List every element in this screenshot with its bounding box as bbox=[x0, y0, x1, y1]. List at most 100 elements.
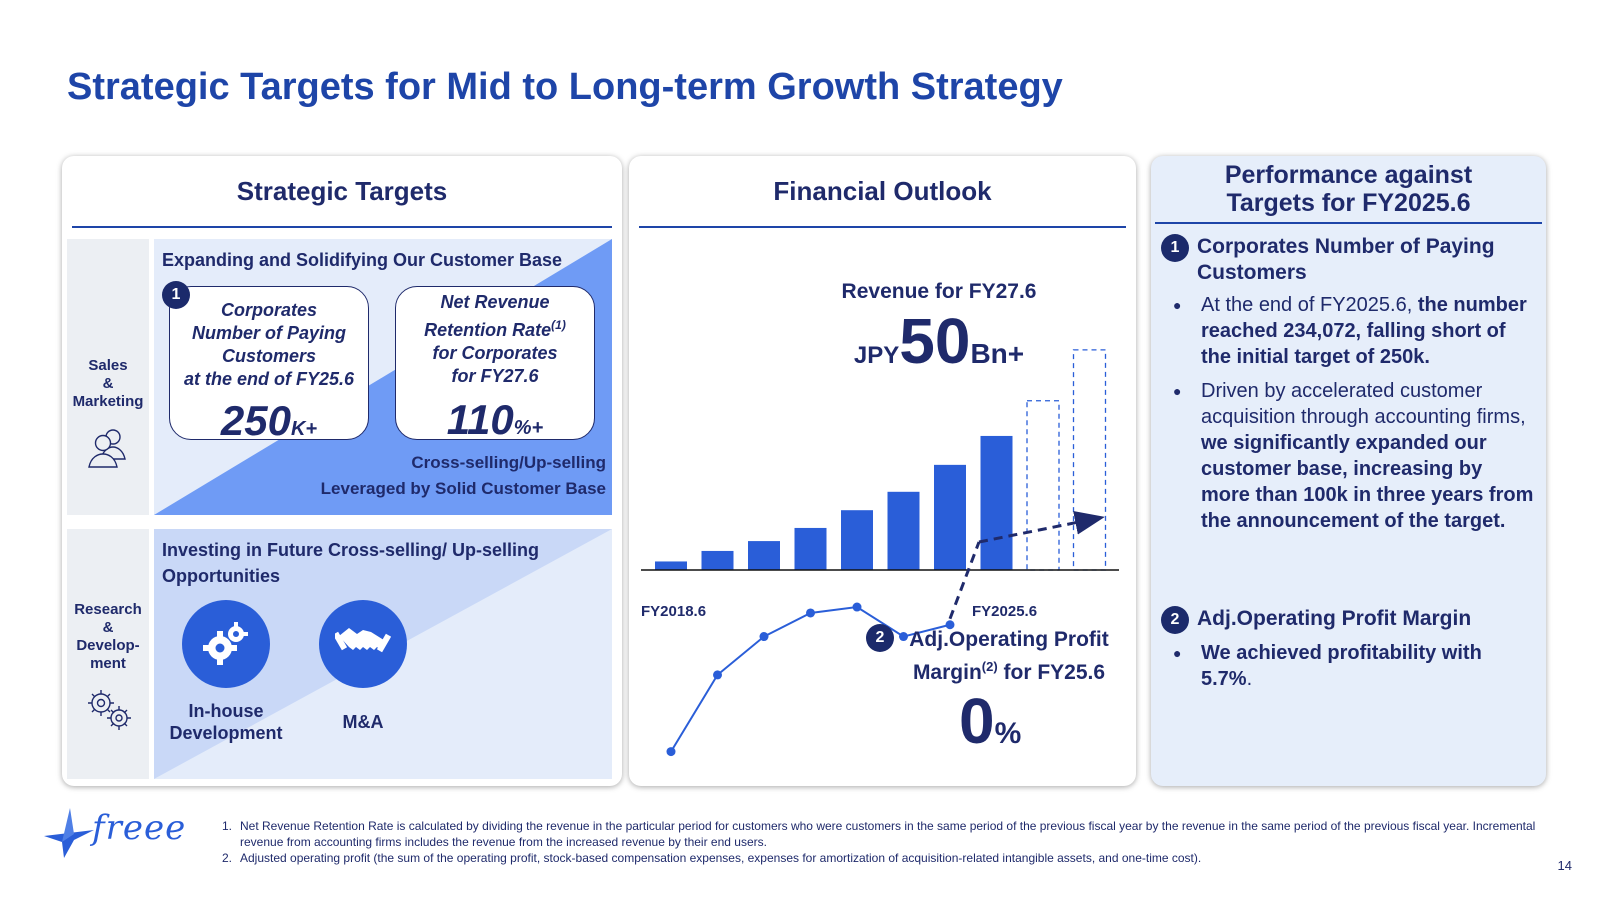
footnote-ref: (2) bbox=[981, 659, 998, 674]
kpi-text-line: Retention Rate bbox=[424, 320, 552, 340]
cross-sell-line: Cross-selling/Up-selling bbox=[411, 453, 606, 472]
kpi-text-line: for FY27.6 bbox=[451, 366, 539, 386]
projected-revenue-bar bbox=[1072, 349, 1107, 571]
bullet-bold-text: We achieved profitability with 5.7% bbox=[1201, 642, 1482, 690]
number-badge: 1 bbox=[162, 281, 190, 309]
rnd-label-line: Research bbox=[74, 601, 142, 618]
kpi-text-line: Number of Paying bbox=[191, 323, 347, 343]
inhouse-label-line: Development bbox=[169, 723, 283, 743]
kpi-value: 250 bbox=[220, 397, 291, 444]
sales-label-line: & bbox=[102, 375, 114, 392]
sales-heading: Expanding and Solidifying Our Customer B… bbox=[162, 250, 563, 270]
kpi-text-line: Corporates bbox=[220, 300, 318, 320]
performance-header-line: Performance against bbox=[1224, 161, 1473, 189]
sales-marketing-area: Expanding and Solidifying Our Customer B… bbox=[154, 239, 612, 515]
cross-sell-line: Leveraged by Solid Customer Base bbox=[320, 479, 606, 498]
ma-label: M&A bbox=[342, 712, 384, 732]
bullet-text: . bbox=[1246, 668, 1253, 690]
financial-outlook-panel: Financial Outlook Revenue for FY27.6 JPY… bbox=[629, 156, 1136, 786]
logo-text: freee bbox=[92, 808, 187, 848]
number-badge: 2 bbox=[866, 624, 894, 652]
page-number: 14 bbox=[1557, 858, 1572, 873]
revenue-bar bbox=[655, 561, 687, 570]
chart-start-label: FY2018.6 bbox=[641, 603, 707, 620]
number-badge: 1 bbox=[1161, 234, 1189, 262]
strategic-targets-header: Strategic Targets bbox=[72, 156, 612, 228]
section-title: Adj.Operating Profit Margin bbox=[1197, 607, 1472, 630]
chart-end-label: FY2025.6 bbox=[972, 603, 1038, 620]
performance-panel: Performance against Targets for FY2025.6… bbox=[1151, 156, 1546, 786]
bird-icon bbox=[44, 808, 94, 858]
performance-section-customers: 1 Corporates Number of Paying Customers … bbox=[1161, 234, 1536, 542]
sales-marketing-label: Sales & Marketing bbox=[67, 239, 149, 515]
bullet-bold-text: the number reached 234,072, falling shor… bbox=[1201, 294, 1527, 368]
performance-header: Performance against Targets for FY2025.6 bbox=[1155, 156, 1542, 224]
list-item: At the end of FY2025.6, the number reach… bbox=[1161, 292, 1536, 370]
rnd-label-line: Develop- bbox=[76, 637, 140, 654]
rnd-heading-line: Opportunities bbox=[162, 566, 280, 586]
gear-icon bbox=[203, 622, 248, 665]
projection-arrow bbox=[978, 510, 1105, 544]
gears-icon bbox=[88, 690, 131, 730]
list-item: We achieved profitability with 5.7%. bbox=[1161, 640, 1536, 692]
margin-label-text: Margin bbox=[912, 661, 982, 684]
inhouse-development-label: In-house Development bbox=[164, 700, 288, 744]
footnotes: 1. Net Revenue Retention Rate is calculat… bbox=[222, 818, 1552, 866]
kpi-text-line: Net Revenue bbox=[440, 292, 550, 312]
strategic-targets-panel: Strategic Targets Sales & Marketing Expa… bbox=[62, 156, 622, 786]
footnote-number: 1. bbox=[222, 819, 233, 833]
revenue-prefix: JPY bbox=[853, 342, 900, 369]
cross-sell-caption: Cross-selling/Up-selling Leveraged by So… bbox=[321, 450, 606, 502]
kpi-text-line: Customers bbox=[221, 346, 317, 366]
bullet-text: Driven by accelerated customer acquisiti… bbox=[1201, 380, 1526, 428]
revenue-value: 50 bbox=[899, 305, 971, 377]
merger-acquisition-icon bbox=[319, 600, 407, 688]
research-development-area: Investing in Future Cross-selling/ Up-se… bbox=[154, 529, 612, 779]
margin-value: 0 bbox=[959, 685, 995, 757]
footnote: 2. Adjusted operating profit (the sum of … bbox=[222, 850, 1552, 866]
number-badge: 2 bbox=[1161, 606, 1189, 634]
footnote-text: Adjusted operating profit (the sum of th… bbox=[240, 851, 1202, 865]
people-icon bbox=[88, 429, 126, 468]
kpi-text-line: at the end of FY25.6 bbox=[183, 369, 355, 389]
bullet-text: At the end of FY2025.6, bbox=[1201, 294, 1418, 316]
inhouse-development-icon bbox=[182, 600, 270, 688]
sales-label-line: Marketing bbox=[72, 393, 144, 410]
performance-section-margin: 2 Adj.Operating Profit Margin We achieve… bbox=[1161, 606, 1536, 700]
footnote-ref: (1) bbox=[551, 318, 566, 332]
sales-label-line: Sales bbox=[88, 357, 128, 374]
revenue-bar bbox=[701, 550, 734, 570]
revenue-bar bbox=[934, 464, 966, 570]
projected-revenue-bar bbox=[1026, 400, 1060, 571]
kpi-net-revenue-retention: Net Revenue Retention Rate(1) for Corpor… bbox=[395, 286, 595, 443]
margin-label-line: Adj.Operating Profit bbox=[909, 628, 1109, 651]
list-item: Driven by accelerated customer acquisiti… bbox=[1161, 378, 1536, 534]
revenue-label: Revenue for FY27.6 bbox=[841, 280, 1037, 303]
rnd-label-line: & bbox=[102, 619, 114, 636]
margin-point bbox=[899, 632, 908, 642]
kpi-paying-customers: 1 Corporates Number of Paying Customers … bbox=[162, 281, 369, 444]
margin-label: Adj.Operating Profit Margin(2) for FY25.… bbox=[899, 626, 1119, 686]
bullet-bold-text: we significantly expanded our customer b… bbox=[1201, 432, 1534, 532]
financial-outlook-header: Financial Outlook bbox=[639, 156, 1126, 228]
margin-point bbox=[852, 602, 862, 612]
footnote-number: 2. bbox=[222, 851, 233, 865]
rnd-label-line: ment bbox=[90, 655, 126, 672]
freee-logo: freee bbox=[40, 806, 185, 865]
revenue-bar bbox=[794, 527, 827, 570]
margin-point bbox=[666, 747, 676, 757]
margin-label-text: for FY25.6 bbox=[997, 661, 1106, 684]
kpi-unit: %+ bbox=[513, 417, 544, 439]
revenue-margin-chart bbox=[641, 349, 1119, 757]
margin-point bbox=[806, 608, 815, 618]
section-title: Corporates Number of Paying Customers bbox=[1197, 235, 1495, 284]
margin-target: 0% bbox=[959, 686, 1021, 756]
revenue-bar bbox=[841, 510, 873, 570]
rnd-heading: Investing in Future Cross-selling/ Up-se… bbox=[162, 537, 539, 589]
handshake-icon bbox=[335, 628, 391, 653]
revenue-bar bbox=[748, 541, 780, 570]
kpi-value: 110 bbox=[446, 396, 514, 443]
revenue-suffix: Bn+ bbox=[970, 338, 1025, 369]
kpi-text-line: for Corporates bbox=[432, 343, 558, 363]
projection-arrow bbox=[948, 541, 981, 620]
